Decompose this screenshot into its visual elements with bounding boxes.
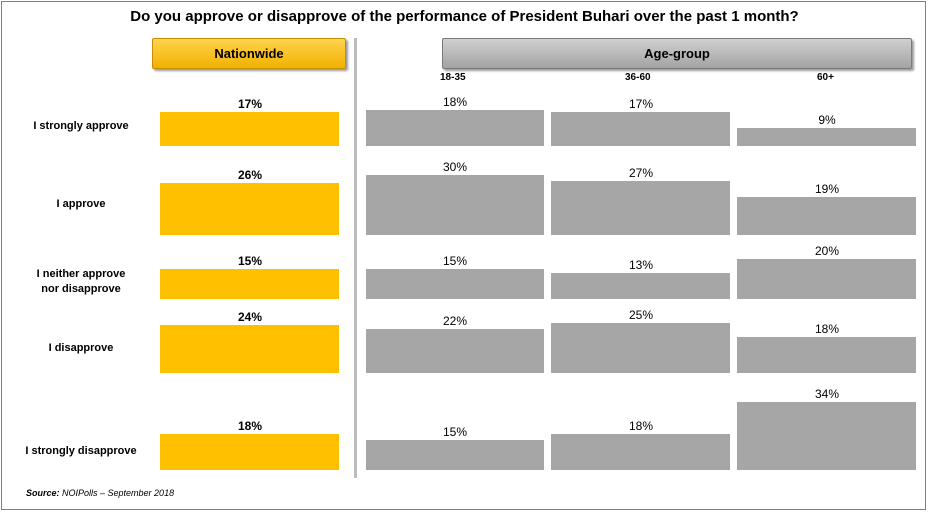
bar-18-35-i-strongly-disapprove <box>366 440 544 470</box>
panel-divider <box>354 38 357 478</box>
bar-36-60-i-strongly-disapprove <box>551 434 730 470</box>
age-group-header: Age-group <box>442 38 912 69</box>
category-label-line: I strongly approve <box>33 119 129 132</box>
bar-36-60-i-neither-approve-nor-disapprove <box>551 273 730 299</box>
bar-60-i-approve <box>737 197 916 235</box>
age-label-18-35: 18-35 <box>440 72 466 83</box>
value-label-60-i-disapprove: 18% <box>815 322 839 336</box>
value-label-nationwide-i-disapprove: 24% <box>238 310 262 324</box>
bar-18-35-i-disapprove <box>366 329 544 373</box>
bar-36-60-i-strongly-approve <box>551 112 730 146</box>
value-label-60-i-neither-approve-nor-disapprove: 20% <box>815 244 839 258</box>
source-text: NOIPolls – September 2018 <box>59 488 175 498</box>
bar-18-35-i-neither-approve-nor-disapprove <box>366 269 544 299</box>
value-label-36-60-i-neither-approve-nor-disapprove: 13% <box>629 258 653 272</box>
bar-36-60-i-approve <box>551 181 730 235</box>
value-label-nationwide-i-neither-approve-nor-disapprove: 15% <box>238 254 262 268</box>
bar-nationwide-i-neither-approve-nor-disapprove <box>160 269 339 299</box>
category-label-line: I neither approve <box>36 268 126 280</box>
bar-18-35-i-strongly-approve <box>366 110 544 146</box>
age-label-36-60: 36-60 <box>625 72 651 83</box>
category-label-line: I approve <box>56 197 106 210</box>
category-label-line: I strongly disapprove <box>25 444 137 457</box>
value-label-18-35-i-strongly-disapprove: 15% <box>443 425 467 439</box>
bar-60-i-neither-approve-nor-disapprove <box>737 259 916 299</box>
category-label-i-neither-approve-nor-disapprove: I neither approve nor disapprove <box>10 267 152 297</box>
value-label-18-35-i-approve: 30% <box>443 160 467 174</box>
bar-nationwide-i-strongly-approve <box>160 112 339 146</box>
category-label-i-approve: I approve <box>10 197 152 212</box>
value-label-nationwide-i-strongly-disapprove: 18% <box>238 419 262 433</box>
chart-title: Do you approve or disapprove of the perf… <box>130 8 799 25</box>
value-label-36-60-i-strongly-disapprove: 18% <box>629 419 653 433</box>
category-label-line: nor disapprove <box>41 283 121 295</box>
value-label-nationwide-i-strongly-approve: 17% <box>238 97 262 111</box>
value-label-18-35-i-neither-approve-nor-disapprove: 15% <box>443 254 467 268</box>
bar-nationwide-i-strongly-disapprove <box>160 434 339 470</box>
age-label-60-plus: 60+ <box>817 72 834 83</box>
bar-18-35-i-approve <box>366 175 544 235</box>
source-note: Source: NOIPolls – September 2018 <box>26 488 174 498</box>
value-label-36-60-i-disapprove: 25% <box>629 308 653 322</box>
value-label-18-35-i-disapprove: 22% <box>443 314 467 328</box>
category-label-i-strongly-approve: I strongly approve <box>10 119 152 134</box>
source-label: Source: <box>26 488 60 498</box>
value-label-60-i-approve: 19% <box>815 182 839 196</box>
bar-nationwide-i-disapprove <box>160 325 339 373</box>
nationwide-header: Nationwide <box>152 38 346 69</box>
value-label-18-35-i-strongly-approve: 18% <box>443 95 467 109</box>
bar-nationwide-i-approve <box>160 183 339 235</box>
category-label-line: I disapprove <box>48 341 114 354</box>
bar-60-i-strongly-approve <box>737 128 916 146</box>
bar-36-60-i-disapprove <box>551 323 730 373</box>
value-label-60-i-strongly-approve: 9% <box>818 113 836 127</box>
value-label-36-60-i-approve: 27% <box>629 166 653 180</box>
bar-60-i-disapprove <box>737 337 916 373</box>
category-label-i-disapprove: I disapprove <box>10 341 152 356</box>
category-label-i-strongly-disapprove: I strongly disapprove <box>10 444 152 459</box>
value-label-60-i-strongly-disapprove: 34% <box>815 387 839 401</box>
value-label-36-60-i-strongly-approve: 17% <box>629 97 653 111</box>
value-label-nationwide-i-approve: 26% <box>238 168 262 182</box>
bar-60-i-strongly-disapprove <box>737 402 916 470</box>
